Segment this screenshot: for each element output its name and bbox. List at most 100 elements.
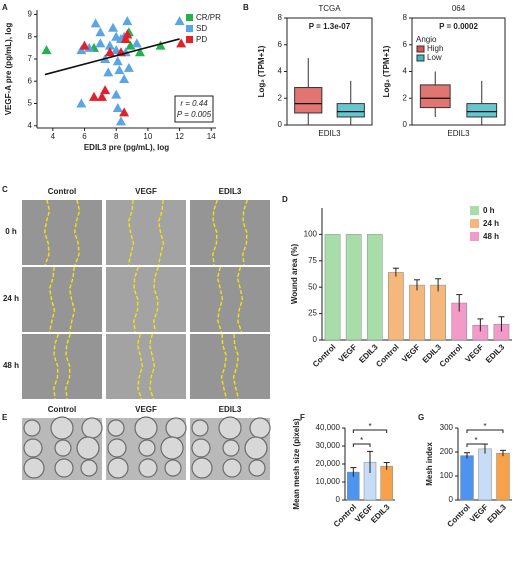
y-tick-label: 50 <box>308 282 317 291</box>
x-tick-label: Control <box>445 503 471 529</box>
bar <box>366 234 383 341</box>
y-tick-label: 7 <box>28 54 33 63</box>
x-tick-label: Control <box>438 343 464 369</box>
annotation: P = 0.005 <box>177 110 212 119</box>
mesh <box>222 439 240 457</box>
point <box>119 107 130 117</box>
x-tick-label: 10 <box>143 132 152 141</box>
legend-label: CR/PR <box>196 13 221 22</box>
x-tick-label: 4 <box>51 132 56 141</box>
y-tick-label: 0 <box>449 495 454 504</box>
point <box>89 91 100 101</box>
wound-edge <box>148 333 156 400</box>
mesh <box>165 417 187 439</box>
point <box>123 62 134 72</box>
box <box>466 103 498 118</box>
point <box>111 89 122 99</box>
significance-bracket <box>352 443 371 447</box>
point <box>131 38 142 48</box>
micrograph <box>22 200 102 265</box>
wound-edge <box>65 333 71 400</box>
mesh <box>23 457 45 479</box>
y-tick-label: 100 <box>440 471 454 480</box>
y-axis-label: Log₂ (TPM+1) <box>382 45 391 97</box>
y-tick-label: 6 <box>278 40 283 49</box>
x-tick-label: EDIL3 <box>484 342 507 365</box>
x-tick-label: Control <box>374 343 400 369</box>
bar <box>496 452 510 501</box>
y-tick-label: 5 <box>28 99 33 108</box>
bar <box>478 448 492 501</box>
mesh <box>23 419 41 437</box>
micrograph <box>22 267 102 332</box>
legend-swatch <box>186 14 193 21</box>
column-label: Control <box>48 187 76 196</box>
legend-swatch <box>186 36 193 43</box>
micrograph <box>190 267 270 332</box>
point <box>95 27 106 37</box>
row-label: 48 h <box>3 361 19 370</box>
y-axis-label: Mesh index <box>425 442 434 486</box>
y-tick-label: 4 <box>278 67 283 76</box>
legend-swatch <box>416 54 425 62</box>
bar <box>388 272 404 341</box>
y-axis-label: Mean mesh size (pixels) <box>292 418 301 509</box>
x-tick-label: EDIL3 <box>486 502 509 525</box>
significance-bracket <box>466 443 486 447</box>
y-tick-label: 30,000 <box>316 441 341 450</box>
bar <box>430 284 446 341</box>
legend-swatch <box>470 232 479 241</box>
box <box>419 84 451 109</box>
wound-edge <box>220 333 228 400</box>
point <box>112 102 123 112</box>
bar <box>324 234 341 341</box>
y-tick-label: 10,000 <box>316 477 341 486</box>
legend-swatch <box>470 219 479 228</box>
mesh <box>160 436 184 460</box>
x-axis-label: EDIL3 pre (pg/mL), log <box>84 143 169 152</box>
point <box>41 45 52 55</box>
wound-edge <box>53 333 59 400</box>
legend-swatch <box>470 206 479 215</box>
mesh <box>76 436 100 460</box>
y-tick-label: 0 <box>403 120 408 129</box>
annotation: r = 0.44 <box>180 99 208 108</box>
column-label: Control <box>48 405 76 414</box>
y-axis-label: Log₂ (TPM+1) <box>257 45 266 97</box>
mesh <box>244 436 268 460</box>
mesh <box>134 416 158 440</box>
x-tick-label: 14 <box>207 132 216 141</box>
y-tick-label: 2 <box>278 93 283 102</box>
bar <box>345 234 362 341</box>
significance-label: * <box>483 422 486 431</box>
micrograph <box>106 200 186 265</box>
point <box>103 67 114 77</box>
significance-label: * <box>368 422 371 431</box>
panel-label: B <box>243 3 249 12</box>
y-tick-label: 2 <box>403 93 408 102</box>
y-axis-label: VEGF-A pre (pg/mL), log <box>4 23 13 116</box>
point <box>134 47 145 57</box>
y-tick-label: 0 <box>313 335 318 344</box>
x-axis-label: EDIL3 <box>447 129 470 138</box>
mesh <box>107 438 127 458</box>
y-tick-label: 6 <box>28 76 33 85</box>
micrograph <box>22 334 102 399</box>
y-tick-label: 25 <box>308 309 317 318</box>
annotation: P = 1.3e-07 <box>309 22 351 31</box>
chart-title: 064 <box>452 4 466 13</box>
y-tick-label: 75 <box>308 256 317 265</box>
point <box>114 65 125 75</box>
y-tick-label: 9 <box>28 10 33 19</box>
legend-swatch <box>186 25 193 32</box>
y-tick-label: 40,000 <box>316 423 341 432</box>
point <box>79 40 90 50</box>
wound-edge <box>136 333 144 400</box>
point <box>176 38 187 48</box>
wound-edge <box>68 266 76 333</box>
chart-title: TCGA <box>318 4 341 13</box>
box <box>336 103 365 118</box>
panel-label: G <box>418 413 424 422</box>
column-label: VEGF <box>135 187 157 196</box>
